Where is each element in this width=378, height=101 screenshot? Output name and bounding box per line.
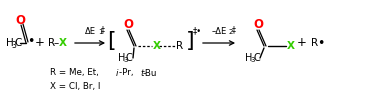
Text: t: t [140, 68, 143, 77]
Text: i: i [116, 68, 118, 77]
Text: -Bu: -Bu [143, 68, 157, 77]
Text: C: C [253, 53, 260, 63]
Text: [: [ [107, 31, 115, 51]
Text: ‡: ‡ [232, 25, 236, 35]
Text: +: + [35, 36, 45, 49]
Text: O: O [123, 17, 133, 31]
Text: ‡: ‡ [101, 25, 105, 35]
Text: •: • [27, 35, 34, 47]
Text: ΔE: ΔE [85, 27, 96, 36]
Text: 3: 3 [250, 57, 254, 63]
Text: H: H [118, 53, 125, 63]
Text: X = Cl, Br, I: X = Cl, Br, I [50, 82, 101, 90]
Text: O: O [15, 14, 25, 26]
Text: 2: 2 [229, 29, 233, 35]
Text: C: C [126, 53, 133, 63]
Text: •: • [317, 36, 324, 49]
Text: +: + [297, 36, 307, 49]
Text: R: R [48, 38, 55, 48]
Text: ‡•: ‡• [193, 26, 202, 35]
Text: R: R [311, 38, 318, 48]
Text: X: X [59, 38, 67, 48]
Text: –: – [54, 38, 59, 48]
Text: R: R [176, 41, 183, 51]
Text: -Pr,: -Pr, [119, 68, 136, 77]
Text: H: H [6, 38, 14, 48]
Text: R = Me, Et,: R = Me, Et, [50, 68, 102, 77]
Text: X: X [287, 41, 295, 51]
Text: O: O [253, 17, 263, 31]
Text: 1: 1 [98, 29, 102, 35]
Text: 3: 3 [123, 57, 127, 63]
Text: C: C [14, 38, 22, 48]
Text: H: H [245, 53, 253, 63]
Text: ]: ] [186, 31, 194, 51]
Text: 3: 3 [11, 41, 16, 49]
Text: –ΔE: –ΔE [211, 27, 227, 36]
Text: X: X [153, 41, 161, 51]
